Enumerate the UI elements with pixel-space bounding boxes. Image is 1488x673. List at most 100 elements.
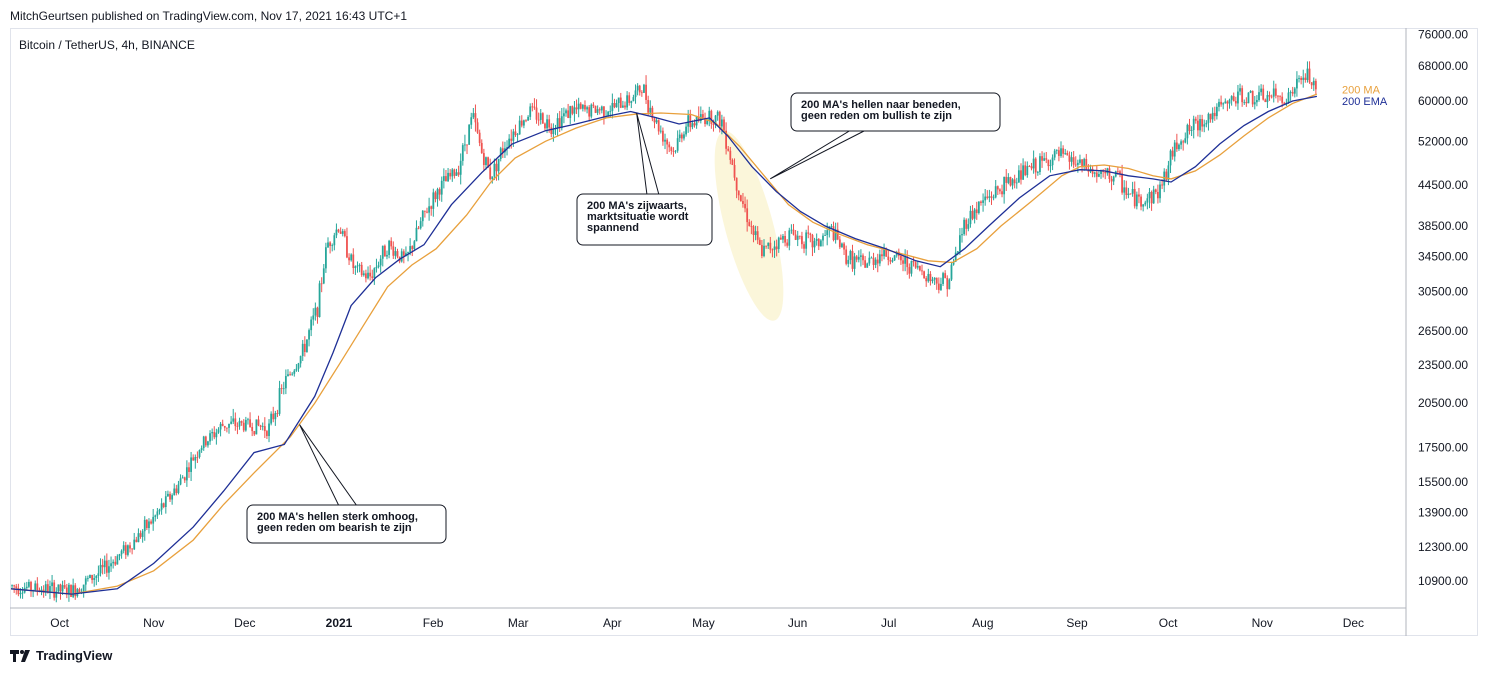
- candle: [685, 126, 687, 135]
- candle: [862, 255, 864, 261]
- candle: [1205, 122, 1208, 125]
- candle: [1251, 90, 1254, 105]
- candle: [91, 574, 93, 580]
- candle: [327, 242, 329, 248]
- candle: [525, 120, 527, 122]
- candle: [154, 515, 157, 517]
- candle: [718, 111, 721, 127]
- candle: [571, 106, 574, 114]
- candle: [215, 432, 218, 438]
- candle: [1253, 102, 1256, 105]
- candle: [518, 120, 521, 135]
- candle: [440, 180, 443, 195]
- candle: [893, 255, 896, 261]
- candle: [864, 260, 867, 268]
- candle: [925, 278, 928, 282]
- candle: [956, 251, 959, 253]
- candle: [301, 343, 304, 357]
- candle: [331, 245, 334, 247]
- candle: [1015, 182, 1018, 184]
- candle: [390, 240, 393, 247]
- candle: [280, 388, 283, 389]
- candle: [217, 429, 220, 433]
- candle: [1026, 166, 1029, 176]
- candle: [1045, 158, 1048, 160]
- candle: [381, 245, 384, 259]
- candle: [708, 110, 711, 121]
- candle: [929, 273, 932, 282]
- candle: [272, 413, 275, 420]
- candle: [238, 421, 241, 427]
- candle: [1264, 99, 1267, 103]
- candle: [807, 232, 810, 234]
- candle: [592, 104, 595, 106]
- tradingview-brand[interactable]: TradingView: [10, 648, 112, 663]
- candle: [21, 592, 24, 594]
- candle: [878, 254, 881, 264]
- candle: [586, 107, 588, 110]
- candle: [324, 247, 327, 269]
- candle: [145, 519, 148, 529]
- candle: [750, 226, 753, 227]
- candle: [923, 271, 925, 279]
- candle: [935, 277, 938, 284]
- time-tick-label: Apr: [603, 616, 622, 630]
- candle: [497, 158, 500, 172]
- candle: [638, 85, 641, 93]
- candle: [28, 582, 30, 587]
- candle: [889, 260, 892, 262]
- candle: [236, 426, 239, 427]
- candle: [575, 107, 578, 110]
- candle: [99, 564, 102, 574]
- callout-box: [246, 504, 447, 544]
- candle: [851, 251, 854, 269]
- candle: [988, 196, 991, 198]
- candle: [122, 545, 125, 551]
- candle: [1304, 77, 1307, 81]
- candle: [1070, 157, 1073, 162]
- candle: [1220, 101, 1222, 105]
- candle: [392, 246, 395, 256]
- candle: [127, 545, 129, 555]
- candle: [1298, 77, 1300, 79]
- candle: [1110, 178, 1113, 182]
- price-tick-label: 23500.00: [1418, 358, 1468, 372]
- candle: [1041, 156, 1043, 161]
- candle: [948, 279, 951, 290]
- candle: [792, 229, 795, 235]
- candle: [1310, 82, 1313, 86]
- price-tick-label: 13900.00: [1418, 506, 1468, 520]
- candle: [1186, 124, 1189, 139]
- candle: [249, 419, 251, 427]
- time-tick-label: Jun: [788, 616, 807, 630]
- candle: [752, 226, 755, 235]
- candle: [674, 150, 677, 152]
- candle: [202, 436, 205, 449]
- candle: [1060, 148, 1062, 156]
- candle: [647, 99, 650, 113]
- brand-label: TradingView: [36, 648, 113, 663]
- candle: [830, 226, 833, 228]
- candle: [78, 589, 81, 594]
- price-tick-label: 12300.00: [1418, 540, 1468, 554]
- candle: [457, 172, 460, 175]
- candle: [489, 167, 492, 180]
- candle: [297, 363, 300, 369]
- candle: [959, 235, 961, 252]
- candle: [702, 114, 704, 118]
- candle: [838, 239, 841, 248]
- candle: [931, 279, 934, 282]
- candle: [550, 127, 553, 135]
- candle: [1165, 171, 1168, 180]
- candle: [809, 233, 812, 235]
- candle: [148, 521, 150, 529]
- candle: [1156, 192, 1159, 199]
- candle: [1239, 88, 1241, 92]
- candle: [1237, 91, 1239, 104]
- candle: [219, 423, 222, 430]
- candle: [55, 591, 58, 598]
- candle: [413, 241, 416, 250]
- candle: [786, 242, 789, 246]
- candle: [541, 113, 544, 124]
